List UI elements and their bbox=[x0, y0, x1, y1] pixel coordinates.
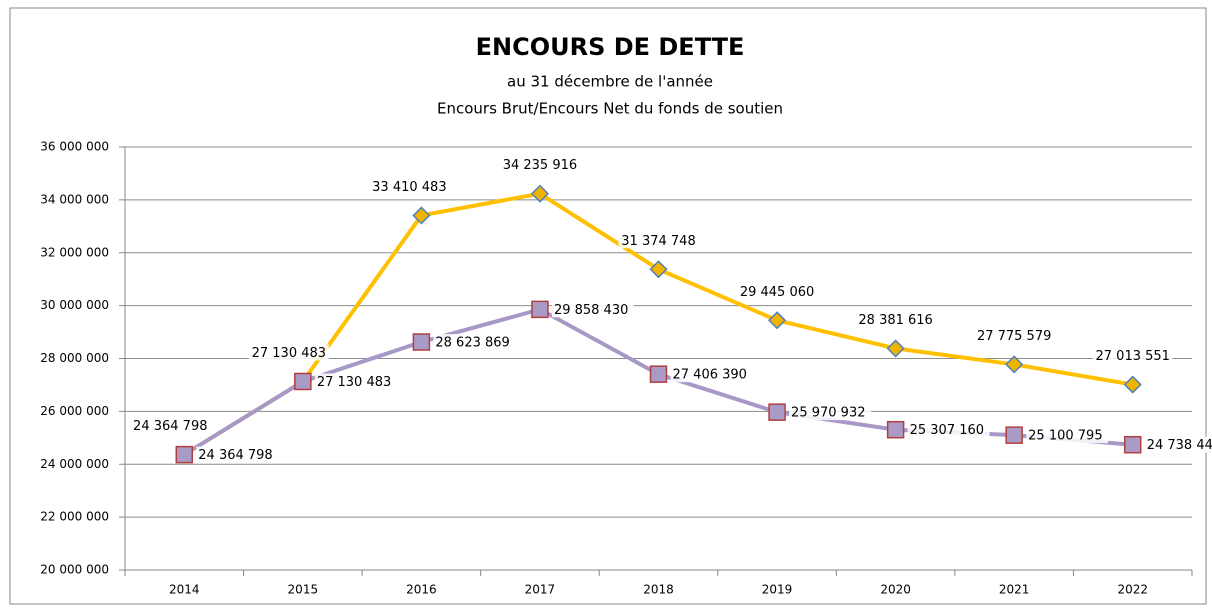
marker bbox=[1005, 426, 1023, 444]
data-label: 29 445 060 bbox=[740, 285, 814, 300]
data-label: 27 775 579 bbox=[977, 329, 1051, 344]
data-label: 27 130 483 bbox=[317, 375, 391, 390]
label-bg bbox=[907, 421, 990, 438]
label-bg bbox=[314, 373, 397, 390]
label-bg bbox=[196, 446, 279, 463]
marker bbox=[1123, 435, 1142, 454]
marker bbox=[886, 420, 905, 439]
label-bg bbox=[855, 311, 936, 328]
marker bbox=[1123, 375, 1142, 394]
marker bbox=[649, 260, 668, 279]
x-tick-label: 2020 bbox=[880, 583, 911, 597]
data-label: 34 235 916 bbox=[503, 158, 577, 173]
x-tick-label: 2016 bbox=[406, 583, 437, 597]
marker bbox=[886, 339, 905, 358]
data-label: 28 623 869 bbox=[435, 336, 509, 351]
label-bg bbox=[433, 334, 516, 351]
data-label: 25 307 160 bbox=[910, 423, 984, 438]
data-label: 31 374 748 bbox=[621, 234, 695, 249]
label-bg bbox=[789, 404, 872, 421]
x-tick-label: 2015 bbox=[288, 583, 319, 597]
marker bbox=[412, 206, 431, 225]
label-bg bbox=[499, 156, 580, 173]
data-label: 28 381 616 bbox=[858, 313, 932, 328]
y-tick-label: 28 000 000 bbox=[40, 351, 109, 365]
x-tick-label: 2022 bbox=[1117, 583, 1148, 597]
data-label: 24 738 440 bbox=[1147, 438, 1212, 453]
data-label: 24 364 798 bbox=[133, 419, 207, 434]
data-label: 24 364 798 bbox=[198, 448, 272, 463]
marker bbox=[1005, 355, 1024, 374]
marker bbox=[530, 184, 550, 203]
marker bbox=[412, 333, 431, 351]
y-tick-label: 22 000 000 bbox=[40, 510, 109, 524]
y-tick-label: 26 000 000 bbox=[40, 404, 109, 418]
y-tick-label: 36 000 000 bbox=[40, 140, 109, 154]
y-tick-label: 34 000 000 bbox=[40, 192, 109, 206]
marker bbox=[768, 403, 786, 421]
label-bg bbox=[670, 366, 753, 383]
marker bbox=[531, 300, 549, 319]
y-tick-label: 32 000 000 bbox=[40, 245, 109, 259]
data-label: 27 013 551 bbox=[1096, 349, 1170, 364]
label-bg bbox=[618, 232, 699, 249]
y-tick-label: 24 000 000 bbox=[40, 457, 109, 471]
label-bg bbox=[369, 178, 450, 195]
label-bg bbox=[1092, 347, 1173, 364]
chart-subtitle: Encours Brut/Encours Net du fonds de sou… bbox=[437, 100, 783, 118]
marker bbox=[294, 372, 312, 391]
data-label: 27 406 390 bbox=[673, 368, 747, 383]
data-label: 25 100 795 bbox=[1028, 429, 1102, 444]
marker bbox=[175, 445, 194, 464]
x-tick-label: 2014 bbox=[169, 583, 200, 597]
marker bbox=[767, 311, 787, 330]
x-tick-label: 2021 bbox=[999, 583, 1030, 597]
chart-subtitle: au 31 décembre de l'année bbox=[507, 73, 713, 91]
x-tick-label: 2018 bbox=[643, 583, 674, 597]
label-bg bbox=[248, 344, 329, 361]
label-bg bbox=[551, 301, 634, 318]
marker bbox=[649, 365, 668, 383]
label-bg bbox=[1026, 427, 1109, 444]
data-label: 33 410 483 bbox=[372, 180, 446, 195]
x-tick-label: 2017 bbox=[525, 583, 556, 597]
label-bg bbox=[974, 327, 1055, 344]
data-label: 25 970 932 bbox=[791, 406, 865, 421]
data-label: 29 858 430 bbox=[554, 303, 628, 318]
x-tick-label: 2019 bbox=[762, 583, 793, 597]
y-tick-label: 20 000 000 bbox=[40, 563, 109, 577]
chart-title: ENCOURS DE DETTE bbox=[476, 33, 745, 61]
label-bg bbox=[737, 283, 818, 300]
y-tick-label: 30 000 000 bbox=[40, 298, 109, 312]
label-bg bbox=[130, 417, 211, 434]
label-bg bbox=[1144, 436, 1212, 453]
data-label: 27 130 483 bbox=[252, 346, 326, 361]
